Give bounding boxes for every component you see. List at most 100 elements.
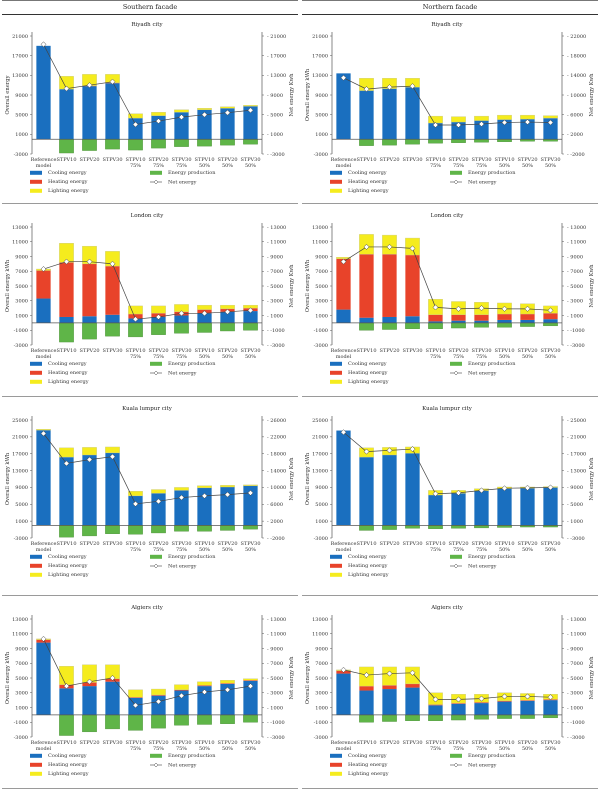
cooling-bar	[59, 688, 74, 715]
y2-tick-label: - -1000	[567, 328, 585, 334]
y2-tick-label: - -2000	[567, 152, 585, 158]
heating-bar	[197, 685, 212, 687]
x-tick-label: Reference	[331, 740, 357, 746]
cooling-bar	[105, 681, 120, 715]
y2-tick-label: - 6000	[567, 112, 583, 118]
bar-group	[543, 486, 558, 528]
net-energy-marker	[178, 692, 185, 699]
y-tick-label: 9000	[15, 485, 28, 491]
lighting-bar	[543, 115, 558, 119]
lighting-bar	[128, 491, 143, 497]
x-tick-label: 75%	[176, 354, 187, 360]
net-energy-marker	[178, 310, 185, 317]
y-tick-label: -3000	[314, 343, 328, 349]
x-tick-label: 75%	[476, 163, 487, 169]
net-energy-marker	[224, 109, 231, 116]
legend-swatch-production	[150, 361, 162, 366]
net-energy-marker	[63, 258, 70, 265]
y2-tick-label: - 1000	[567, 313, 583, 319]
x-tick-label: STPV30	[171, 348, 191, 354]
y2-tick-label: - 1000	[567, 705, 583, 711]
production-bar	[451, 714, 466, 721]
cooling-bar	[405, 87, 420, 140]
heating-bar	[497, 700, 512, 702]
lighting-bar	[243, 105, 258, 107]
legend-label-cooling: Cooling energy	[348, 753, 387, 759]
y2-tick-label: - 5000	[267, 284, 283, 290]
net-energy-marker	[132, 316, 139, 323]
production-bar	[151, 714, 166, 729]
legend: Cooling energy Heating energy Lighting ene…	[330, 554, 516, 578]
y2-tick-label: - 18000	[267, 452, 286, 458]
bar-group	[59, 243, 74, 343]
x-tick-label: STPV30	[240, 541, 260, 547]
chart-north-london: London city -3000 -1000 1000 3000 5000 7000 900…	[300, 205, 600, 401]
chart-title: Algiers city	[430, 605, 464, 611]
y2-tick-label: - 17000	[567, 452, 586, 458]
cooling-bar	[36, 430, 51, 526]
cooling-bar	[543, 700, 558, 715]
net-energy-marker	[247, 107, 254, 114]
bar-group	[336, 669, 351, 715]
cooling-bar	[451, 122, 466, 140]
net-energy-marker	[109, 453, 116, 460]
heating-bar	[543, 313, 558, 320]
x-tick-label: 50%	[522, 746, 533, 752]
net-energy-marker	[455, 696, 462, 703]
y-tick-label: 17000	[312, 53, 328, 59]
cooling-bar	[543, 319, 558, 323]
y-tick-label: 5000	[15, 112, 28, 118]
cooling-bar	[197, 109, 212, 140]
lighting-bar	[243, 484, 258, 486]
x-tick-label: STPV10	[425, 541, 445, 547]
y2-tick-label: - -3000	[267, 152, 285, 158]
cooling-bar	[151, 493, 166, 526]
y2-axis-label: Net energy Kwh	[589, 264, 595, 308]
production-bar	[428, 322, 443, 329]
y2-tick-label: - -3000	[567, 536, 585, 542]
cooling-bar	[405, 687, 420, 715]
y-tick-label: 13000	[312, 617, 328, 623]
y-tick-label: 5000	[315, 112, 328, 118]
bar-group	[382, 78, 397, 146]
net-energy-marker	[501, 305, 508, 312]
production-bar	[128, 322, 143, 338]
cooling-bar	[105, 452, 120, 526]
x-tick-label: Reference	[31, 541, 57, 547]
legend-swatch-heating	[30, 370, 42, 375]
y-tick-label: 13000	[312, 73, 328, 79]
production-bar	[382, 714, 397, 722]
legend-marker-net	[453, 563, 459, 569]
legend-label-cooling: Cooling energy	[48, 170, 87, 176]
legend-marker-net	[153, 563, 159, 569]
x-tick-label: STPV30	[471, 157, 491, 163]
y-tick-label: 5000	[315, 502, 328, 508]
y2-tick-label: - 5000	[567, 676, 583, 682]
legend-label-lighting: Lighting energy	[348, 379, 389, 385]
bar-group	[451, 301, 466, 329]
production-bar	[220, 525, 235, 531]
x-tick-label: 50%	[222, 163, 233, 169]
production-bar	[59, 714, 74, 736]
y2-tick-label: - 9000	[267, 646, 283, 652]
bar-group	[451, 116, 466, 143]
production-bar	[428, 714, 443, 721]
production-bar	[405, 525, 420, 529]
legend-swatch-lighting	[30, 572, 42, 577]
production-bar	[428, 525, 443, 529]
y-tick-label: 11000	[312, 632, 328, 638]
lighting-bar	[243, 678, 258, 681]
x-tick-label: 75%	[476, 547, 487, 553]
x-tick-label: 50%	[222, 547, 233, 553]
production-bar	[543, 322, 558, 327]
net-energy-marker	[178, 494, 185, 501]
cooling-bar	[428, 495, 443, 526]
chart-title: London city	[131, 213, 165, 219]
chart-south-algiers: Algiers city -3000 -1000 1000 3000 5000 7000 90…	[0, 597, 300, 793]
legend-marker-net	[453, 370, 459, 376]
net-energy-marker	[478, 487, 485, 494]
y-axis-label: Overall energy	[5, 75, 11, 114]
legend-swatch-heating	[330, 370, 342, 375]
legend-label-net: Net energy	[468, 763, 497, 769]
x-tick-label: 75%	[453, 547, 464, 553]
